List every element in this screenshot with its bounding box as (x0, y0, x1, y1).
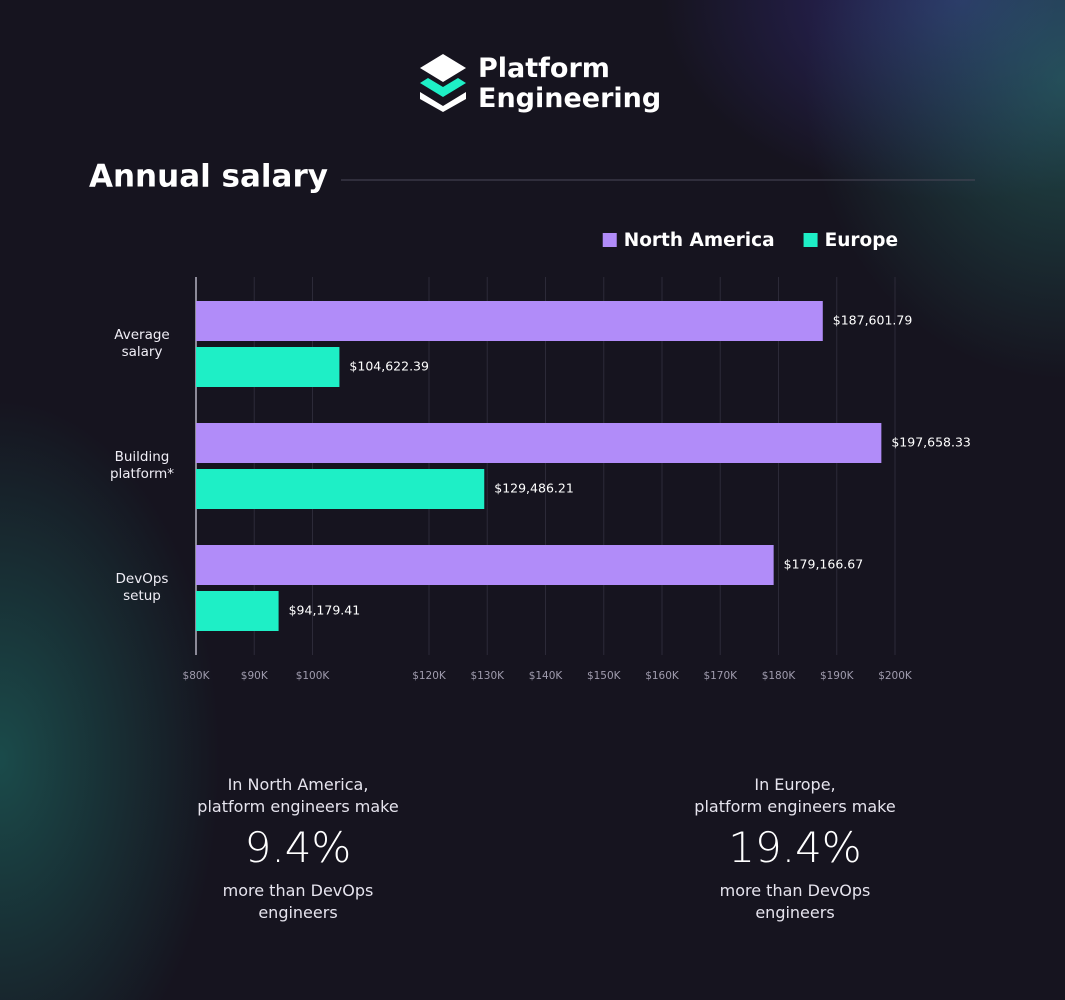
value-label: $94,179.41 (289, 603, 361, 618)
stat-tail: engineers (755, 903, 835, 922)
value-label: $187,601.79 (833, 313, 913, 328)
x-tick-label: $90K (241, 670, 269, 682)
value-label: $129,486.21 (494, 481, 574, 496)
x-tick-label: $160K (645, 670, 680, 682)
x-tick-label: $130K (470, 670, 505, 682)
stat-figure: 9.4% (244, 823, 352, 872)
x-tick-label: $150K (587, 670, 622, 682)
stat-lead: platform engineers make (197, 797, 399, 816)
bar (196, 469, 485, 509)
stat-lead: In Europe, (754, 775, 836, 794)
x-tick-label: $80K (183, 670, 211, 682)
bar (196, 591, 279, 631)
stat-tail: more than DevOps (222, 881, 374, 900)
x-tick-label: $180K (762, 670, 797, 682)
logo-text: Platform Engineering (478, 54, 661, 114)
x-tick-label: $120K (412, 670, 447, 682)
logo-icon (420, 54, 466, 112)
y-tick-label: Building platform* (109, 449, 175, 482)
stat-tail: engineers (258, 903, 338, 922)
value-label: $179,166.67 (784, 557, 864, 572)
legend: North America Europe (602, 230, 898, 251)
chart-title: Annual salary (89, 159, 328, 195)
x-tick-label: $190K (820, 670, 855, 682)
value-label: $197,658.33 (891, 435, 971, 450)
stat-tail: more than DevOps (719, 881, 871, 900)
y-tick-label: Average salary (114, 327, 170, 360)
stat-figure: 19.4% (728, 823, 862, 872)
stat-lead: platform engineers make (694, 797, 896, 816)
legend-label: North America (624, 230, 775, 251)
x-tick-label: $170K (703, 670, 738, 682)
y-tick-label: DevOps setup (115, 571, 169, 604)
logo-line: Engineering (478, 83, 662, 114)
x-tick-label: $200K (878, 670, 913, 682)
legend-label: Europe (825, 230, 898, 251)
x-tick-label: $100K (296, 670, 331, 682)
x-tick-label: $140K (529, 670, 564, 682)
bar (196, 545, 774, 585)
bar (196, 301, 823, 341)
bar (196, 423, 882, 463)
stat: In North America, platform engineers mak… (138, 774, 458, 924)
stat: In Europe, platform engineers make 19.4%… (635, 774, 955, 924)
legend-swatch (803, 233, 818, 247)
stat-lead: In North America, (227, 775, 369, 794)
value-label: $104,622.39 (349, 359, 429, 374)
logo-line: Platform (478, 53, 610, 84)
legend-swatch (602, 233, 617, 247)
bar (196, 347, 340, 387)
